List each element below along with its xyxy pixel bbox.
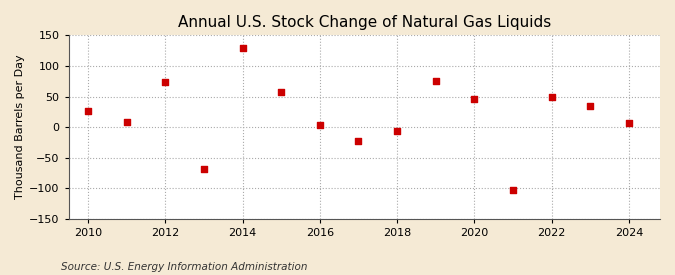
Text: Source: U.S. Energy Information Administration: Source: U.S. Energy Information Administ… [61,262,307,272]
Point [276,89,287,94]
Point [624,121,634,125]
Point [546,94,557,99]
Point [198,167,209,171]
Point [315,123,325,128]
Point [160,80,171,85]
Point [82,108,93,113]
Point [392,129,402,134]
Point [353,138,364,143]
Point [508,188,518,192]
Point [431,79,441,83]
Title: Annual U.S. Stock Change of Natural Gas Liquids: Annual U.S. Stock Change of Natural Gas … [178,15,551,30]
Y-axis label: Thousand Barrels per Day: Thousand Barrels per Day [15,55,25,199]
Point [121,120,132,125]
Point [237,45,248,50]
Point [585,103,596,108]
Point [469,97,480,101]
